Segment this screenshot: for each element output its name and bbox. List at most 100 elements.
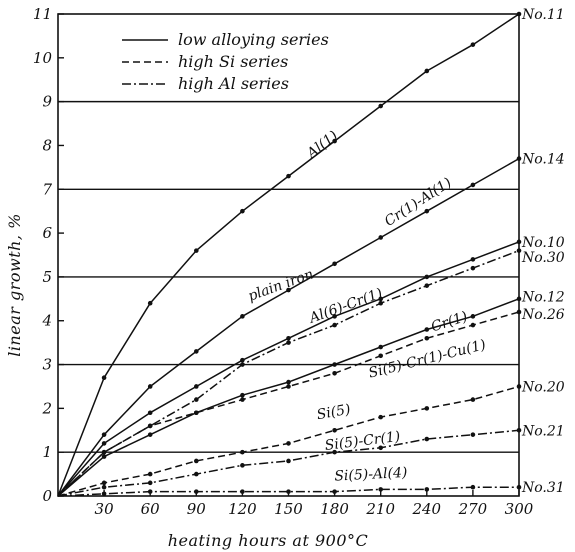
data-point-8-4: [240, 489, 245, 494]
data-point-1-10: [516, 156, 522, 161]
x-axis-title: heating hours at 900°C: [168, 531, 369, 550]
y-tick-label-7: 7: [42, 180, 52, 198]
data-point-6-5: [286, 441, 291, 446]
data-point-0-8: [424, 68, 430, 74]
data-series: [57, 11, 522, 497]
data-point-8-5: [286, 489, 291, 494]
series-5: [57, 309, 522, 497]
data-point-1-3: [194, 349, 199, 354]
end-label-3: No.30: [521, 250, 565, 266]
series-line-8: [57, 486, 519, 497]
x-tick-label-180: 180: [320, 500, 349, 518]
data-point-2-4: [240, 357, 245, 363]
data-point-3-4: [240, 362, 245, 367]
curve-label-5: Si(5)-Cr(1)-Cu(1): [367, 337, 487, 382]
data-point-5-9: [470, 322, 476, 328]
data-point-3-5: [286, 340, 291, 345]
data-point-6-3: [194, 458, 199, 464]
data-point-0-9: [470, 42, 476, 47]
data-point-5-6: [332, 371, 337, 376]
data-point-2-1: [101, 441, 107, 446]
data-point-5-10: [516, 309, 522, 315]
data-point-4-4: [240, 392, 245, 398]
data-point-3-10: [516, 248, 522, 253]
data-point-4-2: [147, 432, 153, 437]
series-0: [57, 11, 522, 497]
data-point-5-5: [286, 384, 291, 389]
y-axis-title: linear growth, %: [5, 213, 24, 357]
data-point-8-2: [147, 489, 153, 494]
y-tick-label-6: 6: [42, 224, 52, 242]
y-tick-label-5: 5: [42, 268, 52, 286]
data-point-1-2: [147, 384, 153, 389]
x-tick-label-120: 120: [228, 500, 257, 518]
data-point-7-4: [240, 463, 245, 468]
y-tick-label-2: 2: [41, 399, 52, 417]
curve-label-6: Si(5): [316, 402, 352, 424]
data-point-7-3: [194, 471, 199, 477]
y-tick-label-11: 11: [33, 5, 52, 23]
y-tick-label-10: 10: [33, 49, 53, 67]
data-point-2-9: [470, 257, 476, 262]
data-point-8-3: [194, 489, 199, 494]
series-line-5: [57, 311, 520, 497]
data-point-4-7: [378, 344, 384, 350]
series-6: [57, 384, 522, 497]
end-label-4: No.12: [521, 290, 565, 306]
data-point-0-10: [516, 11, 522, 17]
data-point-1-4: [240, 314, 245, 319]
data-point-7-9: [470, 432, 476, 437]
data-point-4-6: [332, 362, 337, 367]
end-label-5: No.26: [521, 307, 565, 323]
data-point-5-3: [194, 410, 199, 416]
data-point-8-10: [516, 484, 522, 490]
data-point-0-6: [332, 138, 337, 144]
series-1: [57, 156, 522, 497]
data-point-7-1: [101, 484, 107, 490]
data-point-6-7: [378, 414, 384, 420]
data-point-7-8: [424, 436, 430, 442]
legend-label-0: low alloying series: [178, 30, 329, 49]
x-tick-label-90: 90: [187, 500, 207, 518]
data-point-0-4: [240, 208, 245, 214]
data-point-4-9: [470, 314, 476, 319]
end-label-1: No.14: [521, 152, 565, 168]
data-point-2-8: [424, 274, 430, 280]
curve-label-2: plain iron: [246, 266, 316, 304]
series-8: [57, 484, 522, 497]
data-point-5-8: [424, 335, 430, 341]
x-tick-label-300: 300: [505, 500, 534, 518]
curve-label-0: Al(1): [303, 128, 342, 163]
x-tick-label-30: 30: [95, 500, 115, 518]
data-point-2-7: [378, 296, 384, 302]
legend: low alloying series high Si series high Al…: [122, 30, 329, 93]
y-tick-label-8: 8: [42, 136, 52, 154]
data-point-8-6: [332, 489, 337, 494]
data-point-6-4: [240, 449, 245, 455]
data-point-8-1: [101, 491, 107, 497]
x-tick-label-60: 60: [141, 500, 161, 518]
y-tick-label-9: 9: [42, 93, 52, 111]
data-point-5-2: [147, 423, 153, 429]
data-point-2-6: [332, 314, 337, 319]
data-point-3-9: [470, 265, 476, 271]
end-label-8: No.31: [521, 480, 565, 496]
data-point-8-7: [378, 487, 384, 492]
y-tick-label-0: 0: [42, 487, 52, 505]
x-tick-label-240: 240: [411, 500, 441, 518]
legend-label-1: high Si series: [178, 52, 288, 71]
data-point-6-1: [101, 480, 107, 486]
data-point-6-2: [147, 471, 153, 477]
data-point-4-1: [101, 454, 107, 459]
data-point-6-6: [332, 427, 337, 433]
data-point-5-7: [378, 353, 384, 359]
horizontal-gridlines: [58, 100, 519, 453]
data-point-1-6: [332, 261, 337, 267]
y-tick-label-4: 4: [41, 312, 52, 330]
data-point-0-5: [286, 173, 291, 179]
data-point-3-7: [378, 300, 384, 306]
x-tick-label-270: 270: [458, 500, 488, 518]
data-point-1-1: [101, 432, 107, 437]
data-point-5-4: [240, 397, 245, 402]
